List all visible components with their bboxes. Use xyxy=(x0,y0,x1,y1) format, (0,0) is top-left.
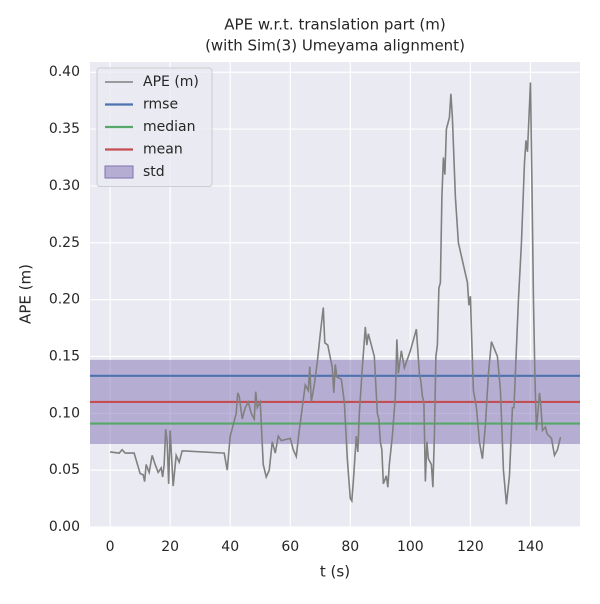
y-tick-label: 0.00 xyxy=(49,519,80,535)
x-tick-label: 100 xyxy=(397,539,424,555)
y-tick-label: 0.15 xyxy=(49,348,80,364)
legend-box xyxy=(96,67,213,187)
x-tick-label: 80 xyxy=(341,539,359,555)
x-tick-label: 140 xyxy=(517,539,544,555)
legend-label: std xyxy=(143,164,165,180)
chart-subtitle: (with Sim(3) Umeyama alignment) xyxy=(205,37,465,55)
x-tick-label: 60 xyxy=(281,539,299,555)
legend-label: rmse xyxy=(143,97,178,113)
y-tick-label: 0.25 xyxy=(49,235,80,251)
y-tick-label: 0.10 xyxy=(49,405,80,421)
legend-swatch xyxy=(104,165,134,179)
legend-label: median xyxy=(143,119,195,135)
x-tick-label: 20 xyxy=(161,539,179,555)
y-tick-label: 0.05 xyxy=(49,462,80,478)
y-axis-label: APE (m) xyxy=(17,264,35,324)
data-line xyxy=(110,82,562,505)
legend-label: mean xyxy=(143,142,183,158)
legend-label: APE (m) xyxy=(143,74,199,90)
x-tick-label: 0 xyxy=(106,539,115,555)
y-tick-label: 0.20 xyxy=(49,292,80,308)
x-tick-label: 40 xyxy=(221,539,239,555)
y-tick-label: 0.30 xyxy=(49,178,80,194)
x-axis-label: t (s) xyxy=(320,563,350,581)
chart-title: APE w.r.t. translation part (m) xyxy=(224,16,445,34)
y-tick-label: 0.40 xyxy=(49,64,80,80)
plot-layer xyxy=(90,82,580,505)
y-tick-label: 0.35 xyxy=(49,121,80,137)
legend: APE (m) rmse median mean std xyxy=(96,67,213,187)
x-tick-label: 120 xyxy=(457,539,484,555)
